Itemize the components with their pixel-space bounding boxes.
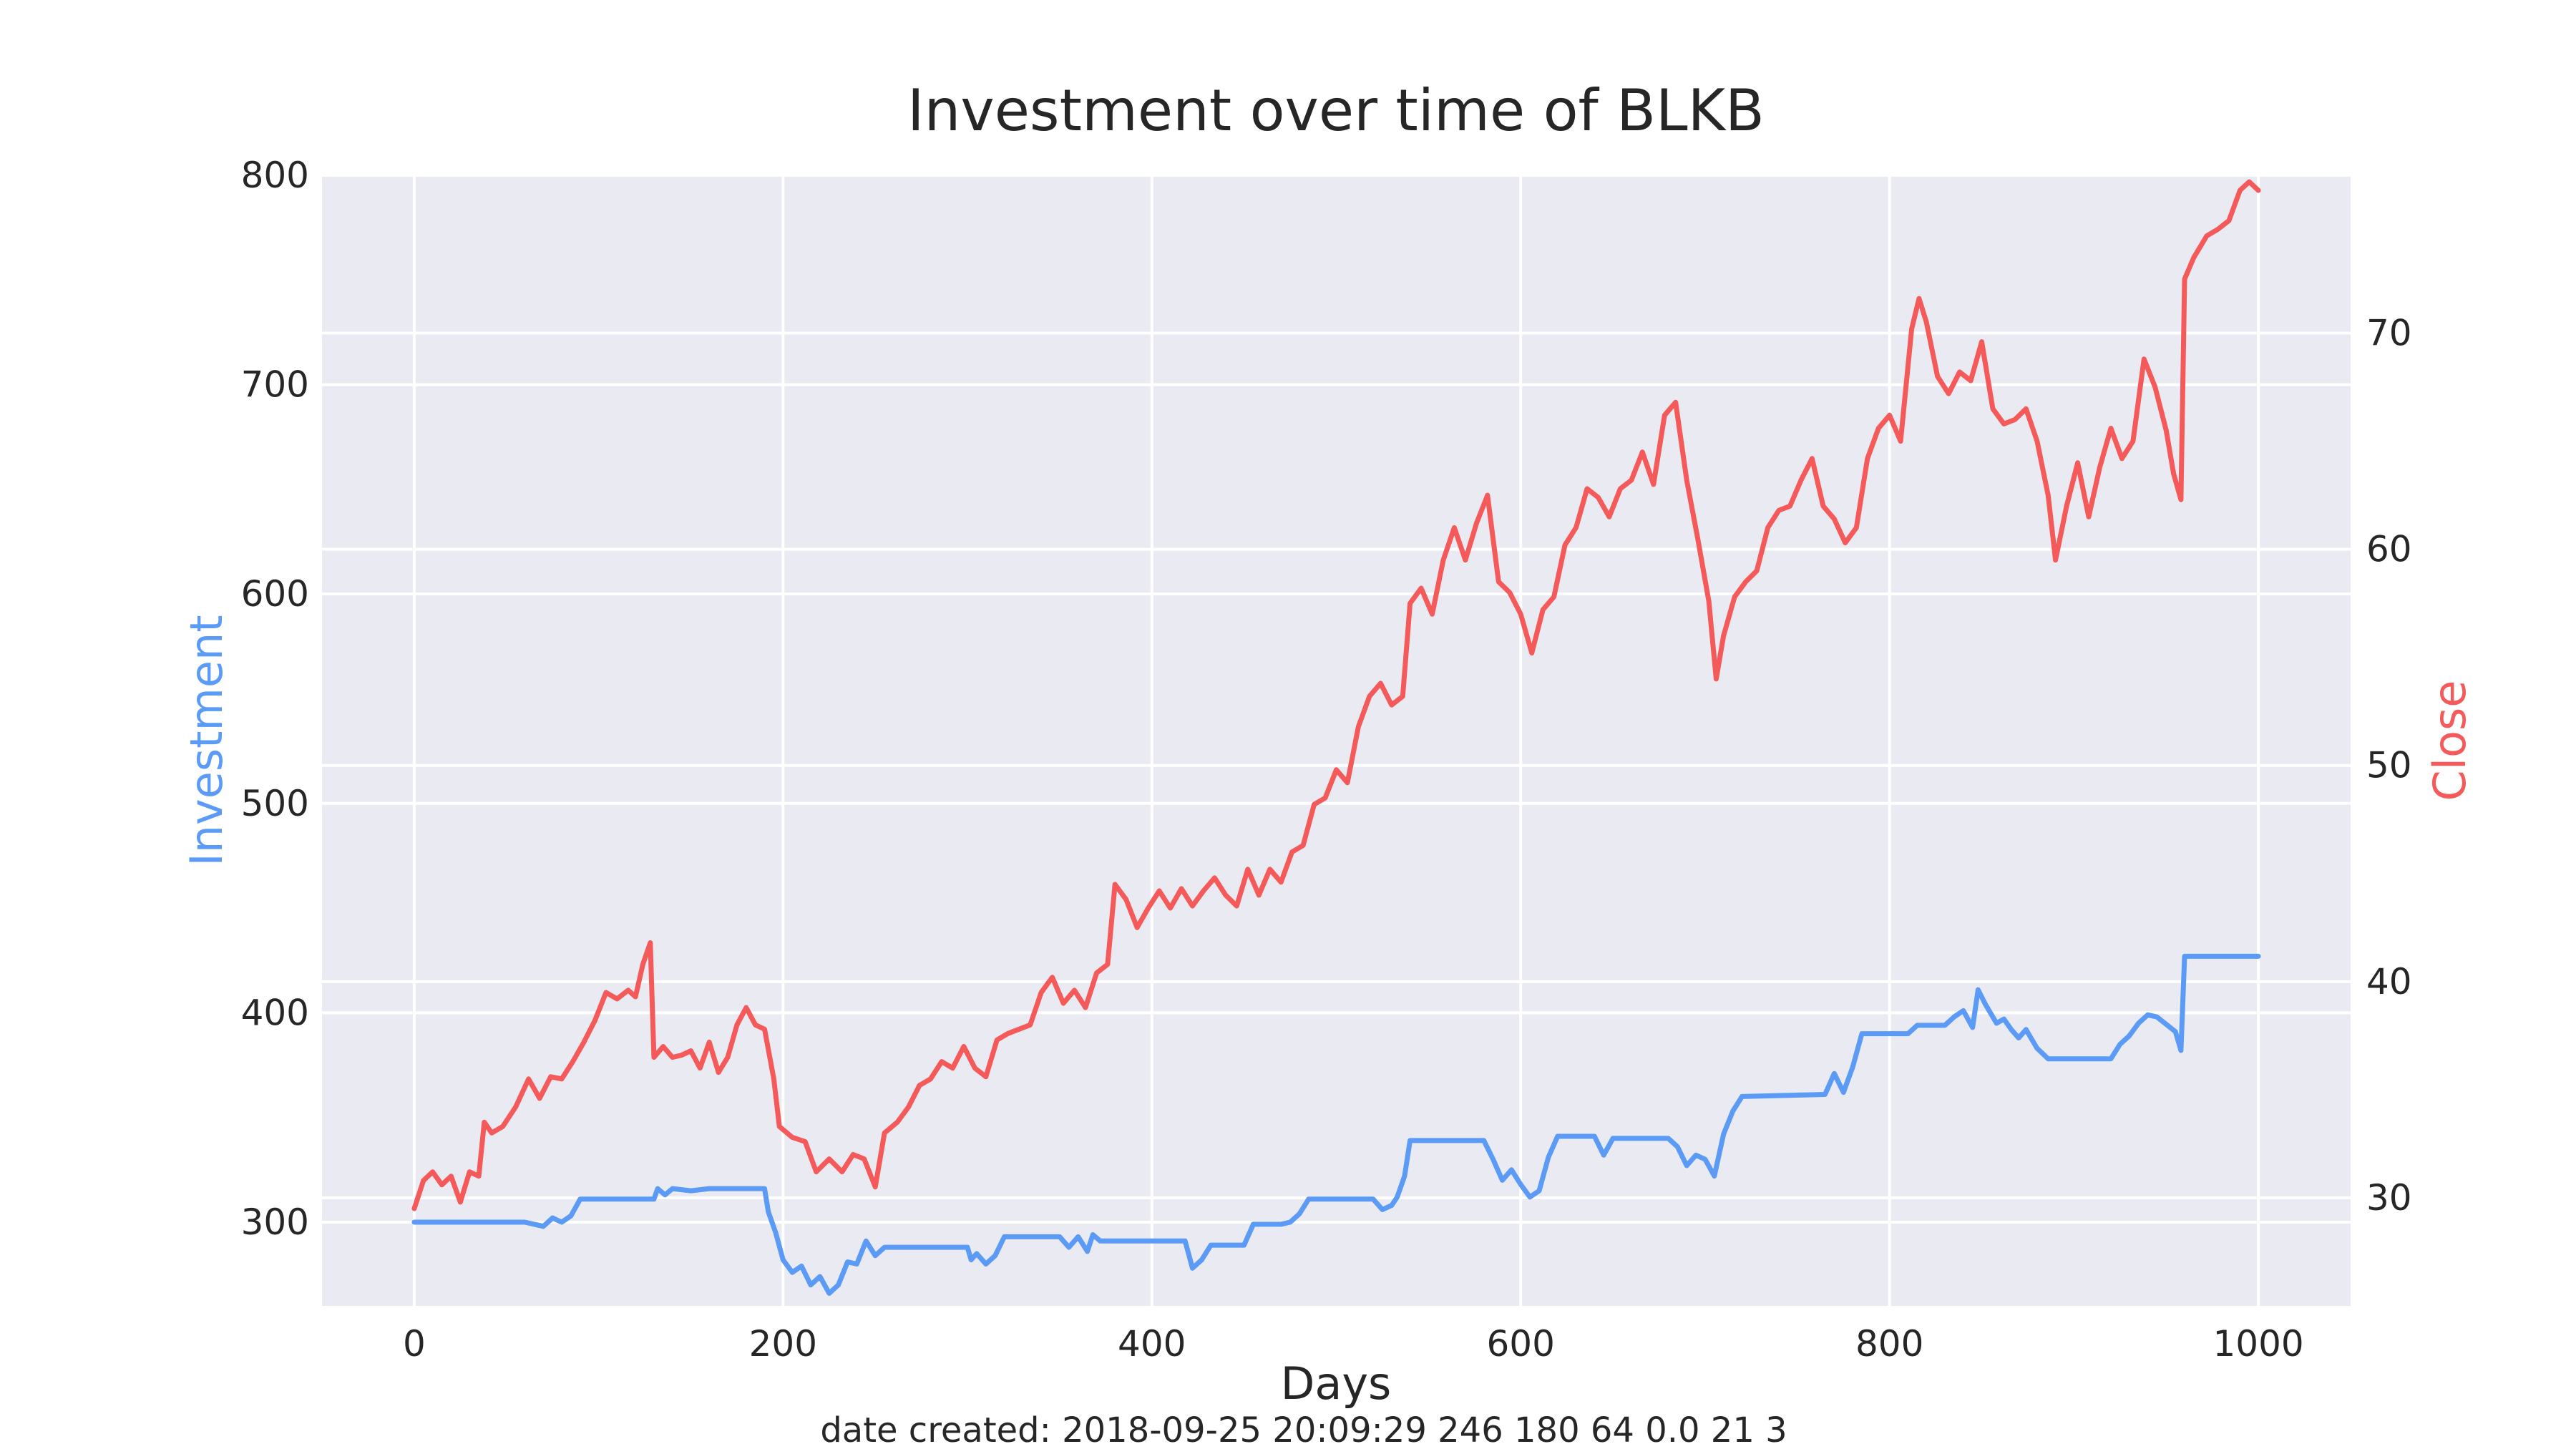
x-axis-label: Days [1281,1357,1392,1410]
left-y-tick-label: 700 [241,364,309,406]
left-y-tick-label: 500 [241,783,309,824]
x-tick-label: 800 [1855,1323,1923,1365]
series-line-close [411,179,2261,1211]
right-y-tick-label: 40 [2366,961,2412,1002]
x-tick-label: 200 [749,1323,817,1365]
right-axis-label: Close [2424,680,2476,801]
grid [322,174,2351,1306]
series-layer [411,179,2261,1296]
left-y-tick-label: 400 [241,992,309,1033]
right-y-tick-label: 30 [2366,1177,2412,1219]
series-line-investment [411,953,2261,1296]
x-tick-label: 400 [1118,1323,1186,1365]
right-y-tick-label: 70 [2366,313,2412,354]
right-y-tick-label: 60 [2366,529,2412,570]
x-tick-label: 600 [1487,1323,1555,1365]
plot-area [322,175,2351,1306]
footer-caption: date created: 2018-09-25 20:09:29 246 18… [820,1410,1787,1449]
x-tick-label: 1000 [2213,1323,2304,1365]
right-y-tick-label: 50 [2366,745,2412,786]
left-y-tick-label: 300 [241,1201,309,1243]
tick-labels: 0 200 400 600 800 1000 300 400 500 600 700 800 30 40 5… [241,155,2412,1365]
left-axis-label: Investment [180,615,233,866]
chart-title: Investment over time of BLKB [907,77,1765,144]
left-y-tick-label: 600 [241,573,309,615]
left-y-tick-label: 800 [241,155,309,196]
x-tick-label: 0 [403,1323,426,1365]
